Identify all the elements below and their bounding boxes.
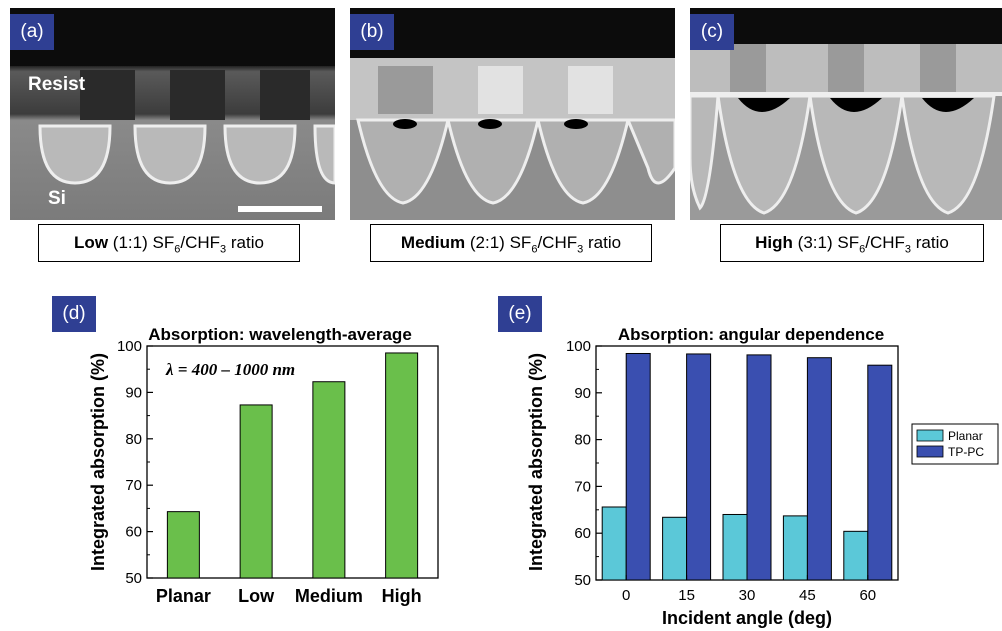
chem-chf: /CHF (865, 233, 905, 252)
x-tick-label: High (382, 586, 422, 606)
bar-planar-60 (843, 530, 869, 581)
x-axis-label: Incident angle (deg) (662, 608, 832, 628)
y-tick-label: 90 (574, 385, 591, 402)
chart-title: Absorption: wavelength-average (148, 325, 412, 344)
y-tick-label: 90 (125, 384, 142, 401)
bar-planar-45 (782, 515, 808, 581)
resist-label: Resist (28, 74, 86, 95)
chem-sf-sub: 6 (859, 243, 866, 256)
y-tick-label: 60 (574, 525, 591, 542)
chem-chf-sub: 3 (904, 243, 912, 256)
chart-wavelength-average: Absorption: wavelength-average λ = 400 –… (88, 325, 439, 606)
x-tick-label: 60 (859, 587, 876, 604)
x-tick-label: 15 (678, 587, 695, 604)
y-tick-label: 100 (566, 338, 591, 355)
panel-label: (c) (690, 14, 734, 50)
caption-high: High (3:1) SF6/CHF3 ratio (720, 224, 984, 262)
x-tick-label: 45 (799, 587, 816, 604)
sem-image-a (10, 8, 335, 220)
caption-medium: Medium (2:1) SF6/CHF3 ratio (370, 224, 652, 262)
chem-sf-sub: 6 (531, 243, 538, 256)
chem-sf-sub: 6 (174, 243, 181, 256)
panel-a: (a) Resist Si (10, 8, 335, 220)
bar-planar (166, 511, 200, 579)
x-tick-label: Low (238, 586, 275, 606)
x-tick-label: Planar (156, 586, 211, 606)
panel-b: (b) (350, 8, 675, 220)
chem-sf: SF (152, 233, 175, 252)
chem-sf: SF (509, 233, 532, 252)
y-tick-label: 100 (117, 338, 142, 355)
bar-low (239, 404, 273, 579)
chem-chf: /CHF (180, 233, 221, 252)
y-tick-label: 70 (125, 477, 142, 494)
y-axis-label: Integrated absorption (%) (526, 353, 546, 571)
sem-image-c (690, 8, 1002, 220)
caption-ratio: (1:1) (112, 233, 148, 252)
legend-label: TP-PC (948, 445, 984, 459)
y-tick-label: 80 (125, 431, 142, 448)
caption-ratio: (3:1) (797, 233, 833, 252)
bar-tp-pc-60 (867, 364, 893, 581)
si-label: Si (48, 188, 66, 209)
legend-label: Planar (948, 429, 983, 443)
panel-label-e: (e) (498, 296, 542, 332)
chem-sf: SF (837, 233, 860, 252)
y-tick-label: 70 (574, 478, 591, 495)
y-axis-label: Integrated absorption (%) (88, 353, 108, 571)
caption-ratio: (2:1) (469, 233, 505, 252)
sem-image-b (350, 8, 675, 220)
bar-planar-0 (601, 506, 627, 581)
y-tick-label: 50 (125, 570, 142, 587)
chart-annotation: λ = 400 – 1000 nm (165, 360, 295, 379)
bar-planar-15 (662, 516, 688, 581)
bar-high (385, 352, 419, 579)
bar-tp-pc-30 (746, 354, 772, 581)
chem-chf-sub: 3 (577, 243, 584, 256)
chem-chf-sub: 3 (220, 243, 227, 256)
chart-title: Absorption: angular dependence (618, 325, 884, 344)
x-tick-label: Medium (295, 586, 363, 606)
caption-bold: High (755, 233, 793, 252)
bar-tp-pc-15 (686, 353, 712, 581)
legend-swatch-tp-pc (916, 445, 944, 458)
bar-planar-30 (722, 513, 748, 581)
panel-c: (c) (690, 8, 1002, 220)
y-tick-label: 80 (574, 432, 591, 449)
y-tick-label: 50 (574, 572, 591, 589)
x-tick-label: 0 (622, 587, 630, 604)
panel-label-d: (d) (52, 296, 96, 332)
caption-rest: ratio (230, 233, 264, 252)
caption-bold: Low (74, 233, 109, 252)
caption-bold: Medium (400, 233, 466, 252)
x-tick-label: 30 (739, 587, 756, 604)
caption-rest: ratio (587, 233, 622, 252)
panel-label: (a) (10, 14, 54, 50)
caption-low: Low (1:1) SF6/CHF3 ratio (38, 224, 300, 262)
caption-rest: ratio (915, 233, 949, 252)
legend-swatch-planar (916, 429, 944, 442)
bar-tp-pc-0 (625, 352, 651, 581)
y-tick-label: 60 (125, 524, 142, 541)
bar-medium (312, 381, 346, 579)
bar-tp-pc-45 (806, 357, 832, 581)
chem-chf: /CHF (537, 233, 578, 252)
panel-label: (b) (350, 14, 394, 50)
chart-angular-dependence: Absorption: angular dependence Integrate… (526, 325, 999, 628)
